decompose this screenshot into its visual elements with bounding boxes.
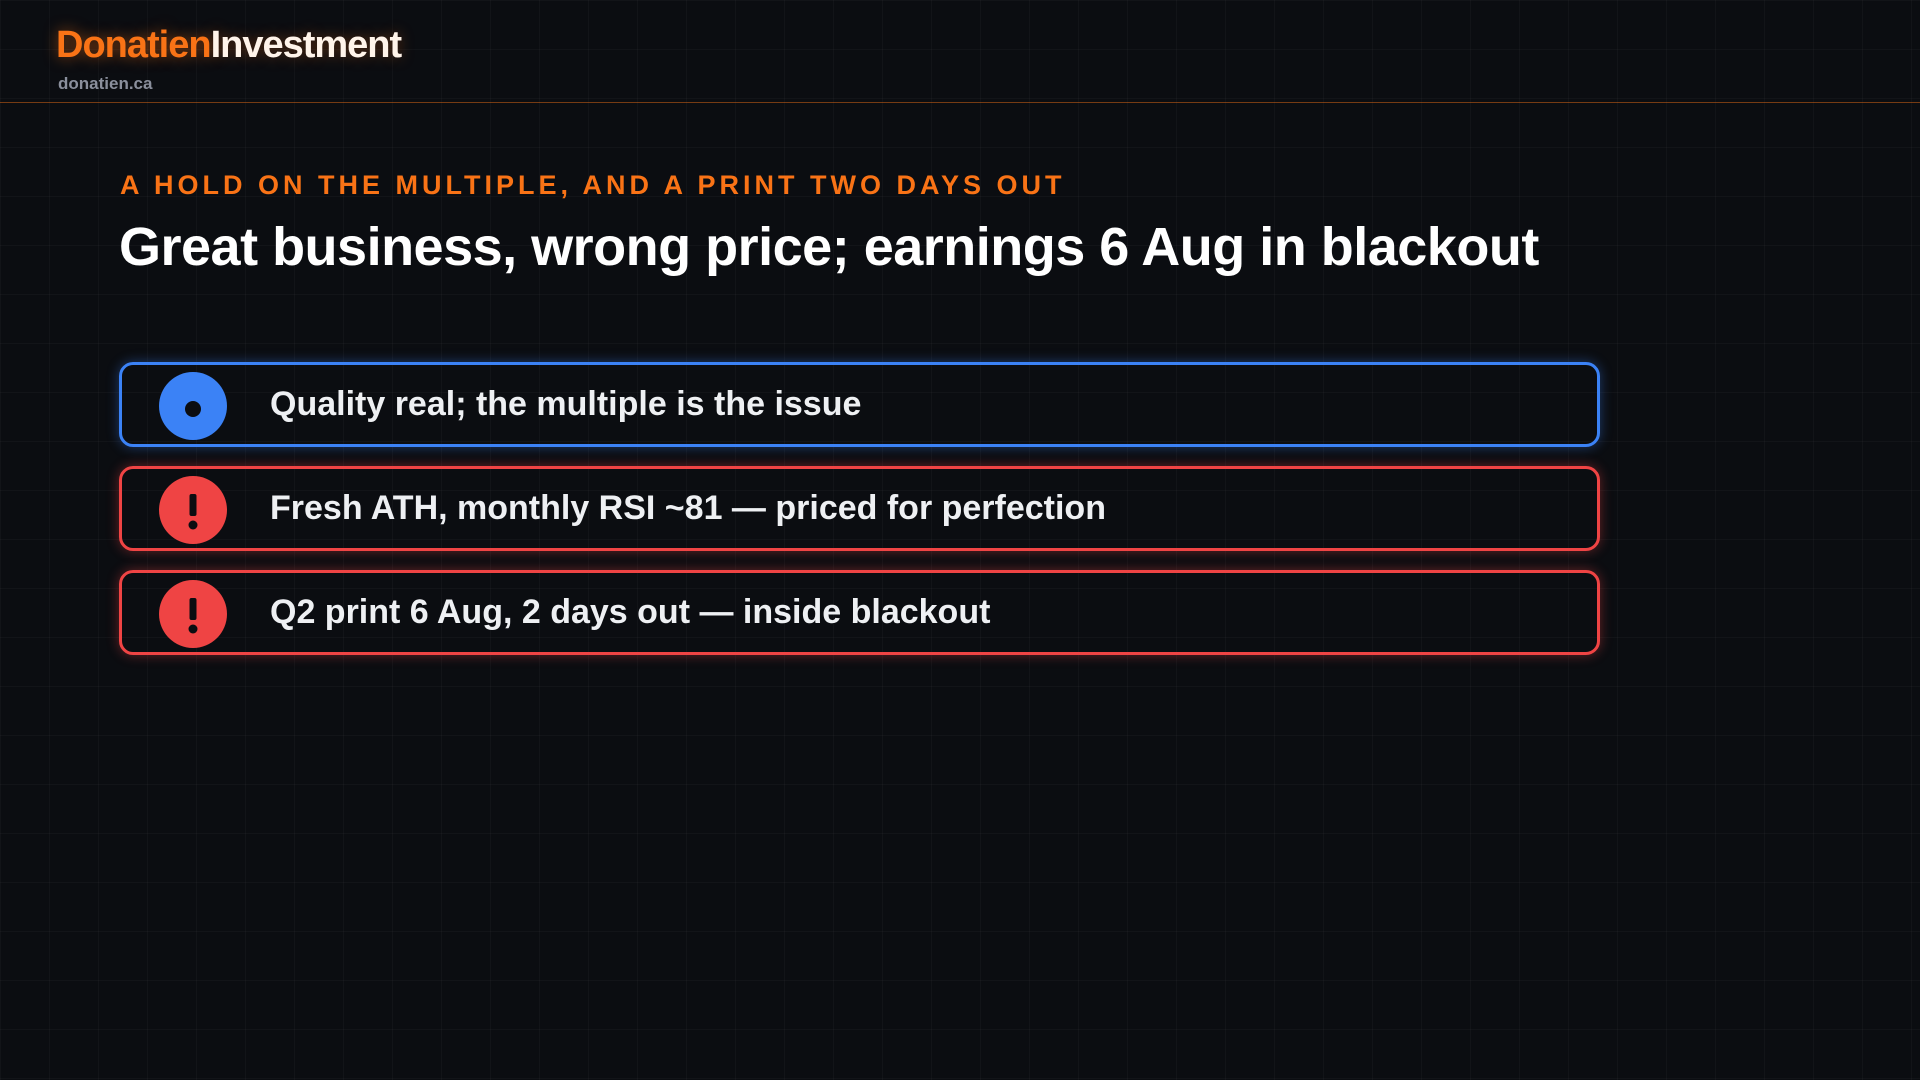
item-icon xyxy=(159,476,227,544)
brand: DonatienInvestment xyxy=(56,24,403,67)
title: Great business, wrong price; earnings 6 … xyxy=(119,217,1539,277)
brand-primary: Donatien xyxy=(56,24,212,66)
item-text: Quality real; the multiple is the issue xyxy=(270,385,862,423)
brand-secondary: Investment xyxy=(210,24,403,66)
item-icon xyxy=(159,580,227,648)
icon-bar xyxy=(189,494,197,516)
kicker: A HOLD ON THE MULTIPLE, AND A PRINT TWO … xyxy=(120,170,1066,200)
item-text: Q2 print 6 Aug, 2 days out — inside blac… xyxy=(270,593,991,631)
item-card: Fresh ATH, monthly RSI ~81 — priced for … xyxy=(119,466,1600,551)
item-icon xyxy=(159,372,227,440)
icon-point xyxy=(188,520,198,530)
item-card: Quality real; the multiple is the issue xyxy=(119,362,1600,447)
item-text: Fresh ATH, monthly RSI ~81 — priced for … xyxy=(270,489,1106,527)
icon-bar xyxy=(189,598,197,620)
icon-point xyxy=(188,624,198,634)
icon-dot xyxy=(185,401,201,417)
header: DonatienInvestment donatien.ca xyxy=(0,0,1920,103)
site: donatien.ca xyxy=(58,74,153,93)
item-list: Quality real; the multiple is the issue F… xyxy=(119,362,1600,674)
item-card: Q2 print 6 Aug, 2 days out — inside blac… xyxy=(119,570,1600,655)
